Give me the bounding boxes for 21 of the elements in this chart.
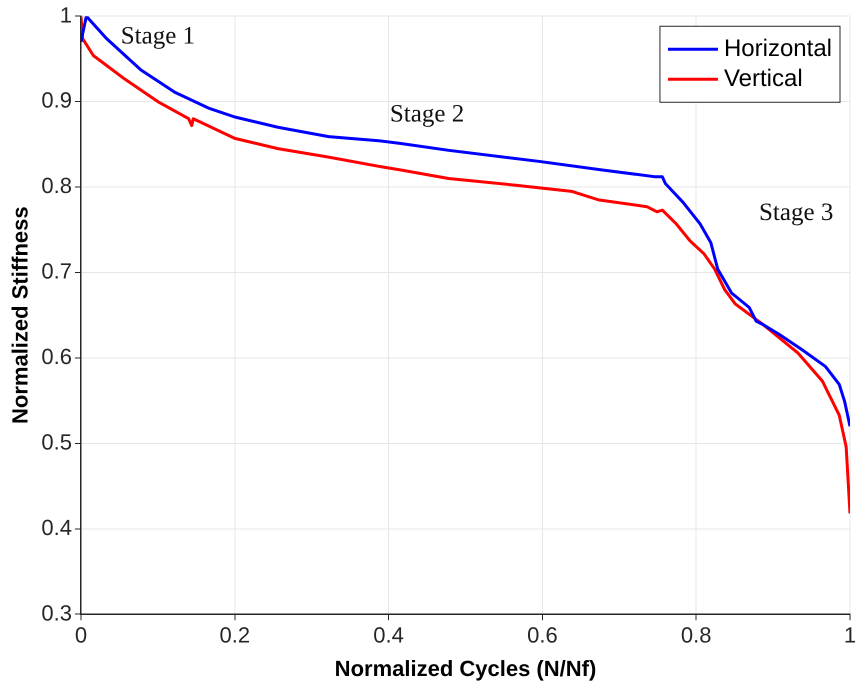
y-tick-label: 0.8 xyxy=(41,173,72,198)
y-axis-title: Normalized Stiffness xyxy=(7,206,32,424)
x-tick-label: 0 xyxy=(74,622,88,648)
y-tick-label: 0.7 xyxy=(41,258,72,284)
y-tick-label: 0.9 xyxy=(41,88,72,113)
y-tick-label: 0.5 xyxy=(41,429,72,454)
y-tick-label: 0.4 xyxy=(41,514,72,540)
annotation: Stage 3 xyxy=(759,199,834,226)
x-tick-label: 0.6 xyxy=(527,622,558,648)
x-tick-label: 0.4 xyxy=(373,622,404,648)
x-axis-title: Normalized Cycles (N/Nf) xyxy=(334,656,596,681)
annotation: Stage 1 xyxy=(120,22,196,50)
legend-label: Horizontal xyxy=(724,34,832,62)
x-tick-label: 0.8 xyxy=(680,622,712,648)
y-tick-label: 1 xyxy=(60,2,72,28)
annotation: Stage 2 xyxy=(390,100,464,128)
x-tick-label: 1 xyxy=(844,622,856,648)
legend-label: Vertical xyxy=(724,64,803,92)
y-tick-label: 0.3 xyxy=(41,600,72,626)
x-tick-label: 0.2 xyxy=(219,622,250,648)
y-tick-label: 0.6 xyxy=(41,344,72,369)
